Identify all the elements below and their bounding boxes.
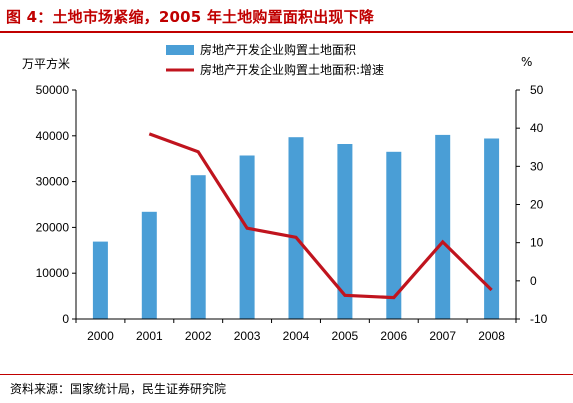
right-tick-label: 40 (530, 121, 544, 135)
x-tick-label-2002: 2002 (185, 329, 212, 343)
x-tick-label-2004: 2004 (283, 329, 310, 343)
left-tick-label: 0 (62, 312, 69, 326)
bar-2005 (337, 144, 353, 319)
legend-label-line: 房地产开发企业购置土地面积:增速 (200, 62, 384, 77)
x-tick-label-2000: 2000 (87, 329, 114, 343)
bar-2000 (92, 241, 108, 319)
growth-line (148, 132, 493, 300)
left-tick-label: 10000 (36, 266, 70, 280)
x-tick-label-2003: 2003 (234, 329, 261, 343)
right-tick-label: 30 (530, 159, 544, 173)
left-axis-unit: 万平方米 (22, 57, 71, 71)
right-tick-label: 0 (530, 274, 537, 288)
bar-2001 (141, 211, 157, 319)
bar-2006 (386, 151, 402, 319)
bar-2004 (288, 137, 304, 319)
x-tick-label-2006: 2006 (380, 329, 407, 343)
bar-2003 (239, 155, 255, 319)
axes: 0 10000 20000 30000 40000 50000 -10 0 10 20 30 40 50… (36, 83, 548, 343)
left-tick-label: 20000 (36, 220, 70, 234)
title-bar: 图 4：土地市场紧缩，2005 年土地购置面积出现下降 (0, 0, 573, 32)
right-axis-unit: % (521, 55, 533, 69)
bar-series (92, 134, 500, 319)
source-note: 资料来源：国家统计局，民生证券研究院 (10, 382, 227, 396)
right-tick-label: -10 (530, 312, 548, 326)
x-tick-label-2007: 2007 (429, 329, 456, 343)
x-tick-label-2008: 2008 (478, 329, 505, 343)
bar-2008 (484, 138, 500, 319)
right-tick-label: 50 (530, 83, 544, 97)
bar-2002 (190, 175, 206, 319)
x-tick-label-2001: 2001 (136, 329, 163, 343)
right-tick-label: 10 (530, 236, 544, 250)
right-tick-label: 20 (530, 198, 544, 212)
left-tick-label: 30000 (36, 175, 70, 189)
x-tick-label-2005: 2005 (332, 329, 359, 343)
line-series (148, 132, 493, 300)
legend-swatch-bar (166, 45, 194, 55)
legend: 房地产开发企业购置土地面积 房地产开发企业购置土地面积:增速 (166, 42, 384, 77)
left-tick-label: 40000 (36, 129, 70, 143)
bar-2007 (435, 134, 451, 319)
left-tick-label: 50000 (36, 83, 70, 97)
source-rule (0, 374, 573, 375)
chart-title: 图 4：土地市场紧缩，2005 年土地购置面积出现下降 (6, 8, 375, 26)
title-rule (0, 31, 573, 33)
chart: 房地产开发企业购置土地面积 房地产开发企业购置土地面积:增速 010000200… (36, 42, 548, 343)
legend-label-bar: 房地产开发企业购置土地面积 (200, 42, 356, 57)
